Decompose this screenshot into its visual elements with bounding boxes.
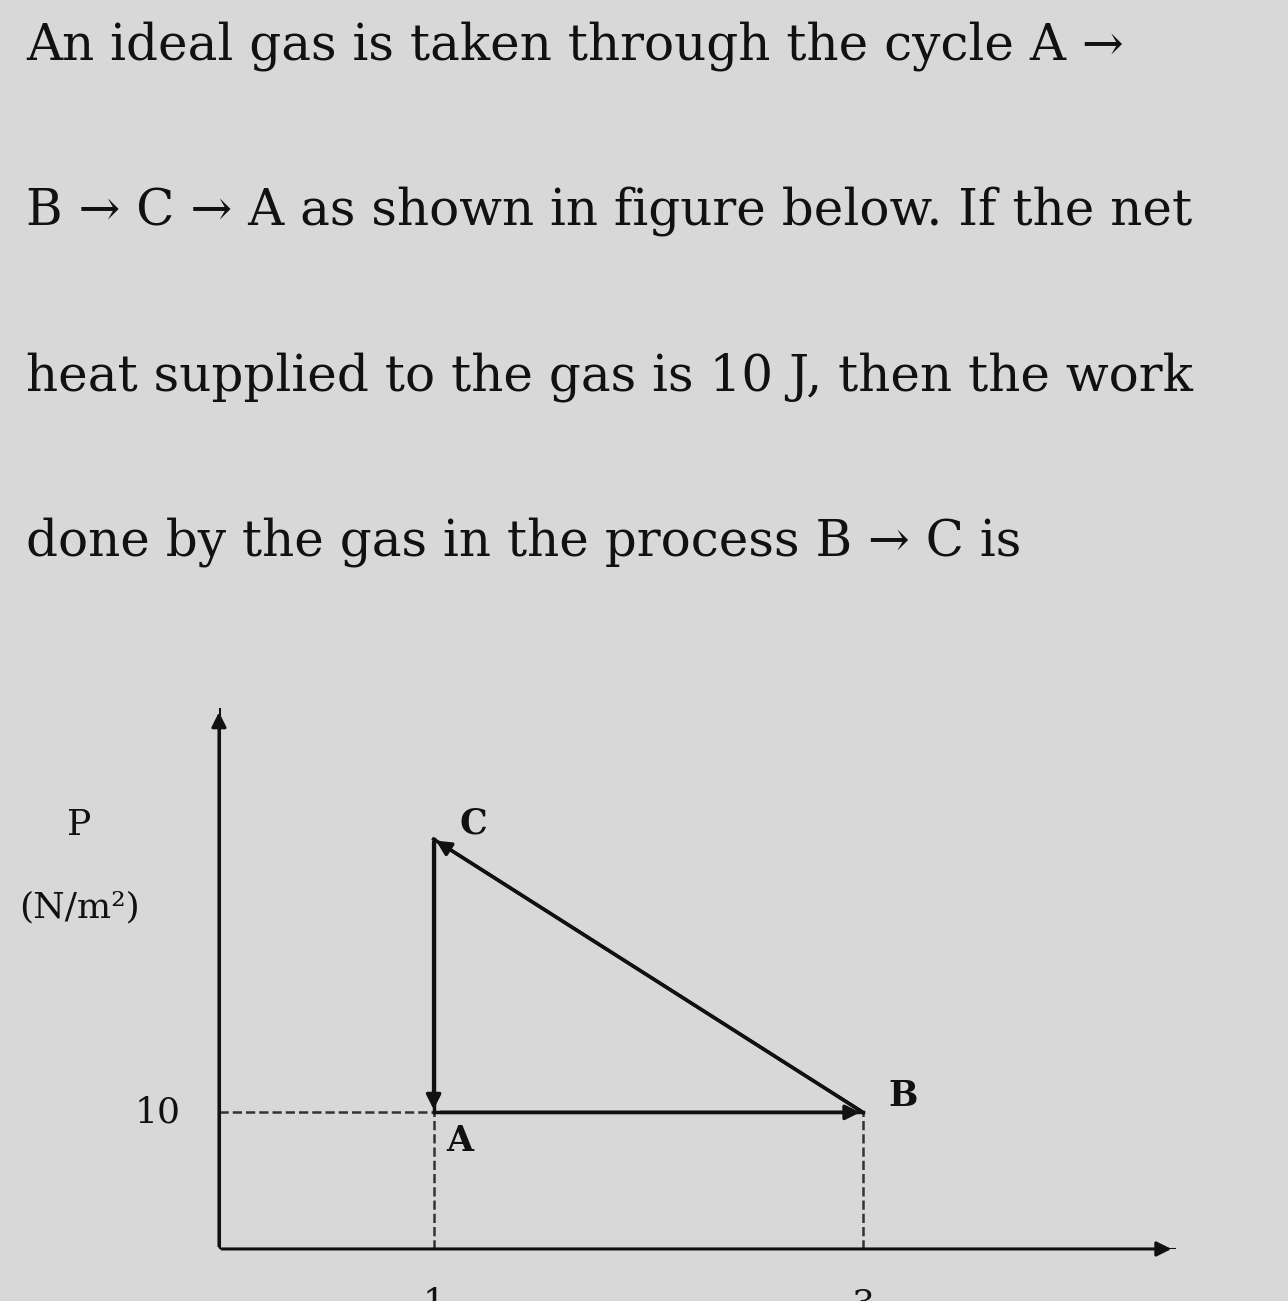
Text: C: C [460, 807, 487, 840]
Text: 10: 10 [134, 1095, 180, 1129]
Text: B → C → A as shown in figure below. If the net: B → C → A as shown in figure below. If t… [26, 186, 1191, 235]
Text: heat supplied to the gas is 10 J, then the work: heat supplied to the gas is 10 J, then t… [26, 351, 1193, 402]
Text: B: B [889, 1079, 918, 1112]
Text: (N/m²): (N/m²) [19, 890, 140, 925]
Text: 1: 1 [422, 1287, 446, 1301]
Text: P: P [67, 808, 91, 843]
Text: 3: 3 [851, 1287, 875, 1301]
Text: A: A [447, 1124, 474, 1158]
Text: An ideal gas is taken through the cycle A →: An ideal gas is taken through the cycle … [26, 21, 1123, 70]
Text: done by the gas in the process B → C is: done by the gas in the process B → C is [26, 518, 1021, 567]
